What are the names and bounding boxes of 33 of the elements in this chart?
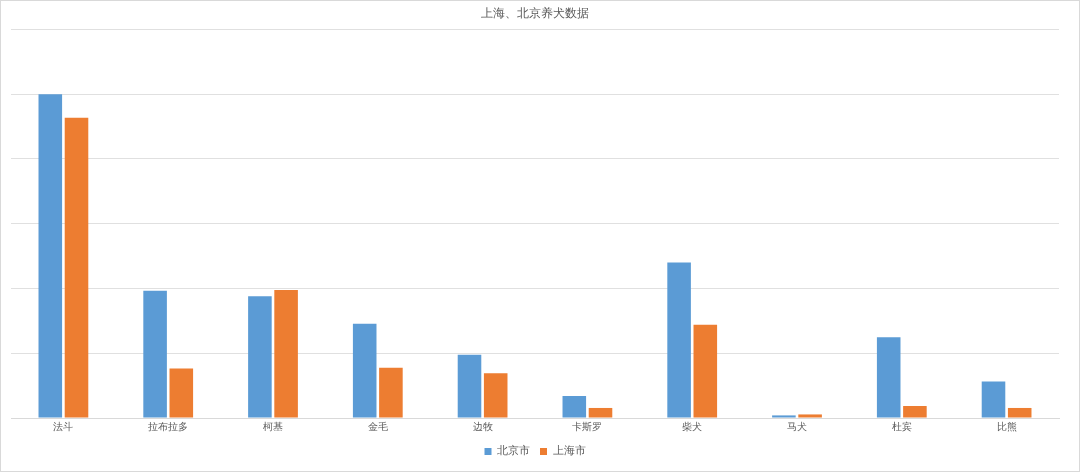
legend-label: 上海市 xyxy=(552,444,586,458)
bar xyxy=(457,354,482,418)
bar xyxy=(903,406,927,418)
bar xyxy=(588,407,613,418)
bar xyxy=(981,381,1006,418)
bar xyxy=(169,368,194,418)
x-tick-label: 柯基 xyxy=(263,420,283,432)
bar xyxy=(64,117,89,418)
bar xyxy=(248,296,272,418)
bar xyxy=(274,290,298,418)
x-tick-label: 柴犬 xyxy=(682,420,703,432)
bar xyxy=(38,94,63,418)
x-tick-label: 杜宾 xyxy=(891,420,912,432)
x-tick-label: 边牧 xyxy=(472,420,493,432)
bar xyxy=(379,367,403,418)
chart-title: 上海、北京养犬数据 xyxy=(481,6,589,21)
bar xyxy=(876,337,901,418)
bar xyxy=(352,323,377,418)
x-tick-label: 马犬 xyxy=(787,420,807,432)
bar xyxy=(1007,407,1032,418)
bar xyxy=(798,414,822,418)
x-tick-label: 法斗 xyxy=(53,420,74,432)
bar xyxy=(483,373,508,418)
x-tick-label: 金毛 xyxy=(367,420,388,432)
x-tick-label: 拉布拉多 xyxy=(148,420,189,432)
bar xyxy=(772,415,796,418)
bar xyxy=(562,395,587,418)
bar xyxy=(667,262,691,418)
x-tick-label: 比熊 xyxy=(996,420,1017,432)
legend-label: 北京市 xyxy=(497,444,530,458)
x-tick-label: 卡斯罗 xyxy=(572,420,603,432)
bar xyxy=(143,290,167,418)
bar xyxy=(693,324,718,418)
